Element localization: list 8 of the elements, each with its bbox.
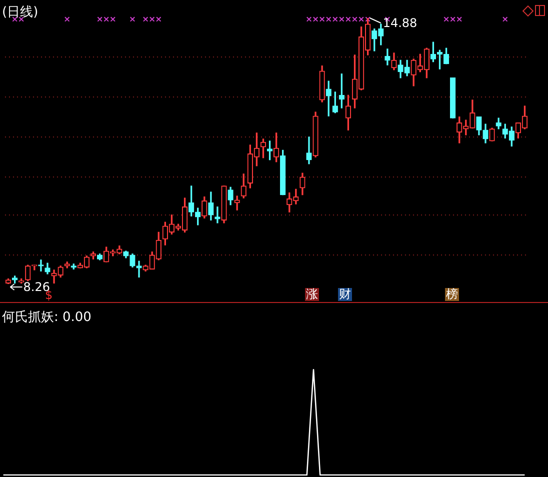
- text: 榜: [445, 287, 459, 301]
- chart-title: (日线): [2, 4, 38, 21]
- annotation: 14.88: [382, 16, 418, 30]
- chart-title: 何氏抓妖: 0.00: [2, 309, 92, 326]
- text: 涨: [305, 287, 319, 301]
- candlestick: [136, 260, 142, 278]
- text: 财: [338, 287, 352, 301]
- candlestick: [384, 48, 390, 66]
